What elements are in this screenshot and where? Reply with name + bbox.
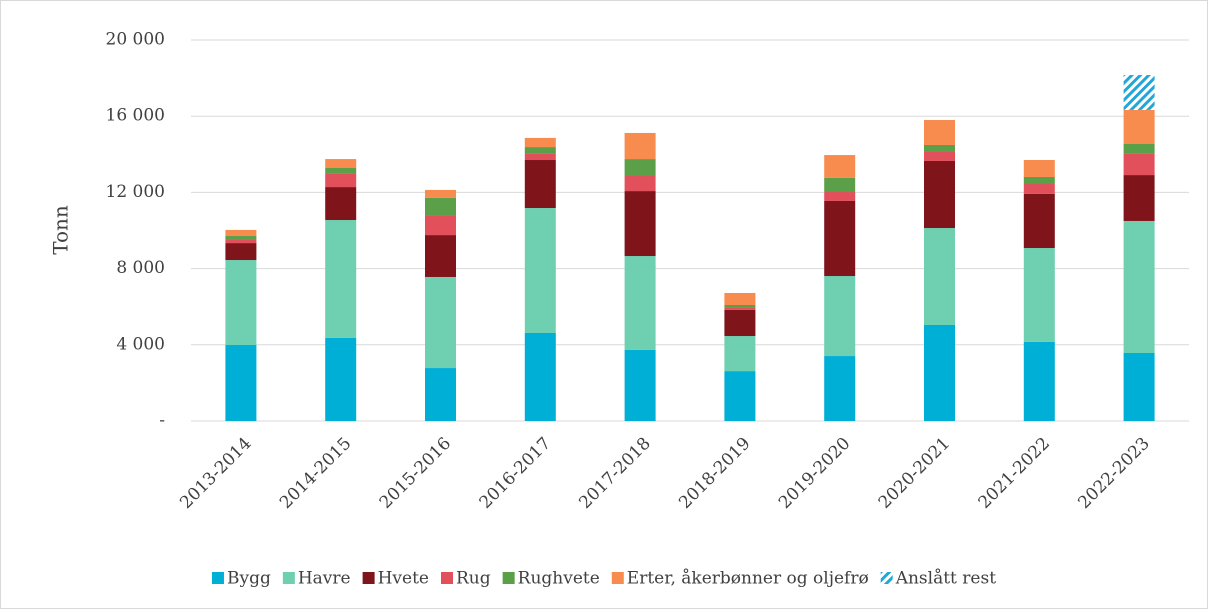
bar-segment bbox=[624, 191, 656, 257]
bar-segment bbox=[724, 371, 756, 421]
legend-label: Rughvete bbox=[518, 569, 600, 589]
legend-swatch bbox=[211, 572, 224, 584]
bar-segment bbox=[924, 151, 955, 161]
bar-segment bbox=[1123, 352, 1155, 421]
bar-segment bbox=[425, 235, 456, 277]
bar-segment bbox=[225, 344, 257, 421]
bar-segment bbox=[1123, 109, 1155, 145]
bar-segment bbox=[1123, 153, 1155, 176]
bar-segment bbox=[225, 239, 257, 244]
bar-segment bbox=[724, 336, 756, 372]
y-tick-label: 20 000 bbox=[106, 30, 165, 50]
bar-segment bbox=[924, 120, 955, 145]
bar-segment bbox=[325, 173, 357, 188]
bar-segment bbox=[624, 176, 656, 192]
bar-segment bbox=[824, 200, 856, 277]
legend-label: Bygg bbox=[227, 569, 271, 589]
bar-segment bbox=[1123, 175, 1155, 221]
bar-segment bbox=[225, 236, 257, 240]
y-tick-label: 12 000 bbox=[106, 182, 165, 202]
bar-segment bbox=[325, 187, 357, 221]
bar-segment bbox=[524, 147, 556, 154]
bar-segment bbox=[924, 160, 955, 229]
bar-segment bbox=[325, 220, 357, 338]
legend-swatch bbox=[502, 572, 515, 584]
legend-label: Anslått rest bbox=[895, 569, 997, 589]
y-tick-label: 4 000 bbox=[116, 334, 165, 354]
bar-segment bbox=[425, 368, 456, 421]
bar-segment bbox=[225, 260, 257, 345]
bar-segment bbox=[624, 349, 656, 421]
bar-segment bbox=[425, 189, 456, 198]
legend-label: Hvete bbox=[378, 569, 429, 589]
bar-segment bbox=[1123, 144, 1155, 154]
legend-swatch bbox=[880, 572, 893, 584]
bar-segment bbox=[924, 144, 955, 152]
bar-segment bbox=[325, 159, 357, 169]
bar-segment bbox=[724, 307, 756, 310]
bar-segment bbox=[624, 132, 656, 160]
bar-segment bbox=[524, 160, 556, 209]
bar-segment bbox=[824, 276, 856, 357]
bar-segment bbox=[724, 309, 756, 337]
bar-segment bbox=[524, 153, 556, 161]
bar-segment bbox=[524, 208, 556, 333]
bar-segment bbox=[1023, 248, 1055, 342]
legend: Bygg Havre Hvete Rug Rughvete Erter, åkerbønn… bbox=[211, 569, 997, 589]
bar-segment bbox=[225, 243, 257, 261]
bar-segment bbox=[1123, 75, 1155, 110]
bar-segment bbox=[624, 159, 656, 177]
bar-segment bbox=[724, 304, 756, 308]
bar-segment bbox=[1023, 176, 1055, 185]
bar-segment bbox=[325, 168, 357, 174]
bar-segment bbox=[1023, 184, 1055, 194]
bar-segment bbox=[425, 215, 456, 236]
legend-swatch bbox=[362, 572, 375, 584]
bar-segment bbox=[824, 192, 856, 201]
legend-label: Rug bbox=[456, 569, 491, 589]
bar-segment bbox=[1123, 220, 1155, 353]
bar-segment bbox=[325, 337, 357, 421]
bar-segment bbox=[824, 356, 856, 421]
legend-swatch bbox=[441, 572, 453, 584]
legend-label: Havre bbox=[298, 569, 351, 589]
legend-swatch bbox=[611, 572, 624, 584]
bar-segment bbox=[225, 229, 257, 237]
bar-segment bbox=[924, 228, 955, 325]
bar-segment bbox=[1023, 160, 1055, 177]
bar-segment bbox=[425, 276, 456, 369]
y-axis-label: Tonn bbox=[49, 205, 73, 255]
bar-segment bbox=[524, 332, 556, 421]
bar-segment bbox=[1023, 193, 1055, 249]
legend-label: Erter, åkerbønner og oljefrø bbox=[627, 569, 869, 589]
legend-swatch bbox=[282, 572, 295, 584]
y-tick-label: 8 000 bbox=[116, 258, 165, 278]
y-tick-label: 16 000 bbox=[106, 106, 165, 126]
bar-segment bbox=[824, 155, 856, 178]
bar-segment bbox=[1023, 341, 1055, 421]
bar-segment bbox=[425, 197, 456, 216]
bar-segment bbox=[624, 256, 656, 350]
bar-segment bbox=[824, 177, 856, 193]
bar-segment bbox=[924, 324, 955, 421]
bar-segment bbox=[724, 292, 756, 305]
bar-segment bbox=[524, 137, 556, 148]
y-tick-label: - bbox=[159, 411, 165, 431]
